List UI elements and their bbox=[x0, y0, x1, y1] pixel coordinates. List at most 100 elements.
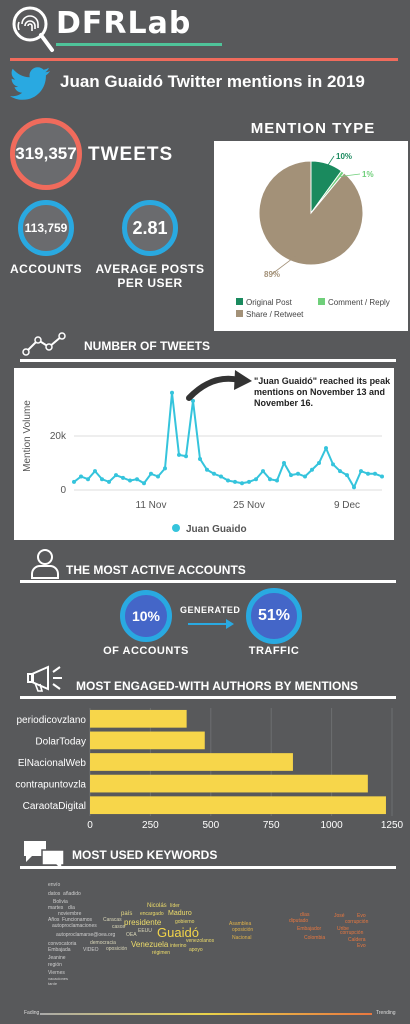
line-data-point bbox=[380, 474, 384, 479]
line-data-point bbox=[198, 456, 202, 461]
line-data-point bbox=[261, 469, 265, 474]
line-data-point bbox=[268, 477, 272, 482]
keyword: EEUU bbox=[138, 928, 152, 934]
annotation-line-1: "Juan Guaidó" reached its peak bbox=[254, 376, 391, 386]
annotation-line-2: mentions on November 13 and bbox=[254, 387, 385, 397]
keyword: Años bbox=[48, 917, 60, 923]
keyword-scale-bar bbox=[40, 1013, 372, 1015]
line-data-point bbox=[184, 454, 188, 459]
line-data-point bbox=[212, 471, 216, 476]
megaphone-icon bbox=[27, 665, 62, 692]
line-data-point bbox=[233, 479, 237, 484]
bar-xtick-label: 1000 bbox=[320, 820, 343, 831]
keyword: líder bbox=[170, 903, 180, 909]
line-ytick-label: 0 bbox=[60, 485, 66, 496]
engaged-authors-title: MOST ENGAGED-WITH AUTHORS BY MENTIONS bbox=[76, 679, 358, 693]
traffic-share-circle: 51% bbox=[246, 588, 302, 644]
pie-slice-label: 1% bbox=[362, 170, 374, 179]
keyword: Viernes bbox=[48, 970, 65, 976]
keyword: corrupción bbox=[345, 919, 369, 925]
keyword: Embajada bbox=[48, 947, 71, 953]
keyword: diputado bbox=[289, 918, 309, 924]
annotation-arrowhead bbox=[234, 370, 252, 390]
annotation-arrow-icon bbox=[186, 375, 242, 401]
rule-keywords bbox=[20, 866, 396, 869]
line-data-point bbox=[121, 475, 125, 480]
keyword: VIDEO bbox=[83, 947, 99, 953]
tweets-circle: 319,357 bbox=[10, 118, 82, 190]
line-data-point bbox=[240, 481, 244, 486]
line-series-path bbox=[73, 392, 383, 490]
mention-type-panel: 10% 1% 89% Original Post Comment / Reply Sha… bbox=[214, 141, 408, 331]
arrow-right-icon bbox=[188, 619, 234, 629]
accounts-circle: 113,759 bbox=[18, 200, 74, 256]
keyword: Caracas bbox=[103, 917, 122, 923]
bar bbox=[90, 796, 386, 815]
line-data-point bbox=[170, 390, 174, 395]
keyword: Nacional bbox=[232, 935, 252, 941]
keyword: democracia bbox=[90, 940, 116, 946]
bar-xtick-label: 750 bbox=[263, 820, 280, 831]
accounts-label: ACCOUNTS bbox=[10, 262, 82, 276]
tweets-label: TWEETS bbox=[88, 144, 174, 165]
keyword: vacaciones bbox=[48, 976, 69, 981]
keyword: país bbox=[121, 911, 133, 917]
line-data-point bbox=[72, 479, 76, 484]
keyword: autoproclamarse@oea.org bbox=[56, 932, 116, 938]
pie-slice-label: 89% bbox=[264, 270, 280, 279]
line-trend-icon bbox=[22, 332, 66, 356]
keyword: Bolivia bbox=[53, 899, 68, 905]
keyword: autoproclamaciones bbox=[52, 923, 97, 929]
line-data-point bbox=[226, 478, 230, 483]
line-data-point bbox=[219, 474, 223, 479]
page-title: Juan Guaidó Twitter mentions in 2019 bbox=[60, 72, 365, 91]
keyword: venezolanos bbox=[186, 938, 215, 944]
keyword: régimen bbox=[152, 950, 171, 956]
dfrlab-logo: DFRLab bbox=[10, 4, 240, 56]
line-data-point bbox=[324, 446, 328, 451]
line-data-point bbox=[135, 477, 139, 482]
line-data-point bbox=[254, 477, 258, 482]
keyword: día bbox=[68, 905, 75, 911]
keyword: tarde bbox=[48, 981, 58, 986]
rule-tweets bbox=[20, 359, 396, 362]
bar-xtick-label: 250 bbox=[142, 820, 159, 831]
line-data-point bbox=[247, 479, 251, 484]
number-of-tweets-title: NUMBER OF TWEETS bbox=[84, 339, 210, 353]
bar bbox=[90, 709, 187, 728]
mention-type-title: MENTION TYPE bbox=[250, 120, 376, 137]
bar bbox=[90, 731, 205, 750]
keyword: Nicolás bbox=[147, 903, 167, 909]
keyword: apoyo bbox=[189, 947, 203, 953]
line-data-point bbox=[317, 461, 321, 465]
pie-leader-line bbox=[339, 173, 361, 178]
avg-label-2: PER USER bbox=[117, 276, 183, 290]
bar-category-label: contrapuntovzla bbox=[15, 780, 86, 791]
line-data-point bbox=[366, 471, 370, 476]
avg-value: 2.81 bbox=[132, 217, 168, 238]
keyword: Maduro bbox=[168, 910, 192, 917]
accounts-value: 113,759 bbox=[24, 221, 68, 235]
line-data-point bbox=[177, 452, 181, 457]
line-data-point bbox=[359, 469, 363, 474]
bar-xtick-label: 0 bbox=[87, 820, 93, 831]
line-data-point bbox=[352, 485, 356, 490]
bar bbox=[90, 774, 368, 793]
bar-xtick-label: 1250 bbox=[381, 820, 404, 831]
line-data-point bbox=[114, 473, 118, 478]
line-data-point bbox=[100, 477, 104, 482]
annotation-line-3: November 16. bbox=[254, 398, 313, 408]
keywords-title: MOST USED KEYWORDS bbox=[72, 848, 218, 862]
keyword: envío bbox=[48, 882, 61, 888]
keyword: presidente bbox=[124, 918, 162, 927]
keyword: oposición bbox=[106, 946, 128, 952]
keyword: noviembre bbox=[58, 911, 82, 917]
line-data-point bbox=[149, 471, 153, 476]
engaged-authors-bar-chart: 0 250 500 750 1000 1250 periodicovzlano DolarT… bbox=[15, 708, 404, 831]
keyword: oposición bbox=[232, 927, 254, 933]
line-data-point bbox=[338, 469, 342, 474]
pie-legend-label: Comment / Reply bbox=[328, 298, 390, 307]
line-legend-label: Juan Guaido bbox=[186, 524, 247, 535]
keyword: datos bbox=[48, 891, 61, 897]
line-data-point bbox=[296, 471, 300, 476]
